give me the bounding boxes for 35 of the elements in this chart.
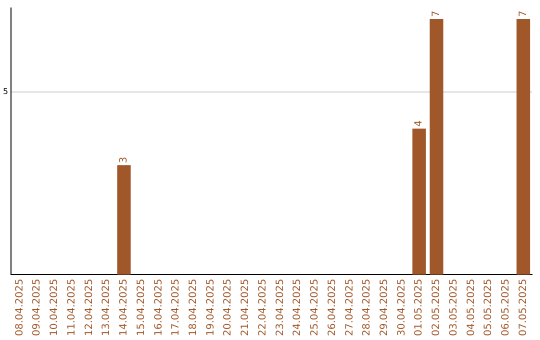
x-tick-label: 11.04.2025: [66, 278, 78, 336]
x-tick-label: 10.04.2025: [49, 278, 60, 336]
x-tick-label: 21.04.2025: [240, 278, 252, 336]
x-tick-label: 23.04.2025: [274, 278, 286, 336]
data-label: 7: [431, 10, 442, 17]
y-tick-label: 5: [2, 87, 8, 96]
x-tick-label: 19.04.2025: [205, 278, 216, 336]
x-tick-label: 30.04.2025: [396, 278, 408, 336]
x-tick-label: 18.04.2025: [188, 278, 199, 336]
data-label: 3: [118, 156, 130, 164]
x-tick-label: 08.04.2025: [14, 278, 26, 336]
data-label: 7: [518, 10, 529, 17]
x-tick-label: 16.04.2025: [153, 278, 164, 336]
x-tick-label: 25.04.2025: [310, 278, 321, 336]
x-tick-label: 04.05.2025: [466, 278, 477, 336]
x-tick-label: 13.04.2025: [101, 278, 112, 336]
x-tick-label: 15.04.2025: [136, 278, 147, 336]
x-tick-label: 12.04.2025: [84, 278, 95, 336]
x-tick-label: 28.04.2025: [362, 278, 373, 336]
x-tick-label: 02.05.2025: [431, 278, 442, 336]
x-tick-label: 22.04.2025: [257, 278, 268, 336]
x-tick-label: 07.05.2025: [518, 278, 529, 336]
x-tick-label: 29.04.2025: [379, 278, 390, 336]
x-tick-label: 03.05.2025: [448, 278, 460, 336]
x-tick-label: 09.04.2025: [32, 278, 43, 336]
x-tick-label: 27.04.2025: [344, 278, 356, 336]
x-tick-label: 24.04.2025: [292, 278, 304, 336]
x-tick-label: 14.04.2025: [118, 278, 130, 336]
x-tick-label: 05.05.2025: [483, 278, 494, 336]
data-label: 4: [414, 120, 425, 127]
x-tick-label: 20.04.2025: [222, 278, 234, 336]
x-tick-label: 17.04.2025: [170, 278, 182, 336]
x-tick-label: 06.05.2025: [500, 278, 512, 336]
x-tick-label: 26.04.2025: [326, 278, 338, 336]
x-tick-label: 01.05.2025: [414, 278, 425, 336]
